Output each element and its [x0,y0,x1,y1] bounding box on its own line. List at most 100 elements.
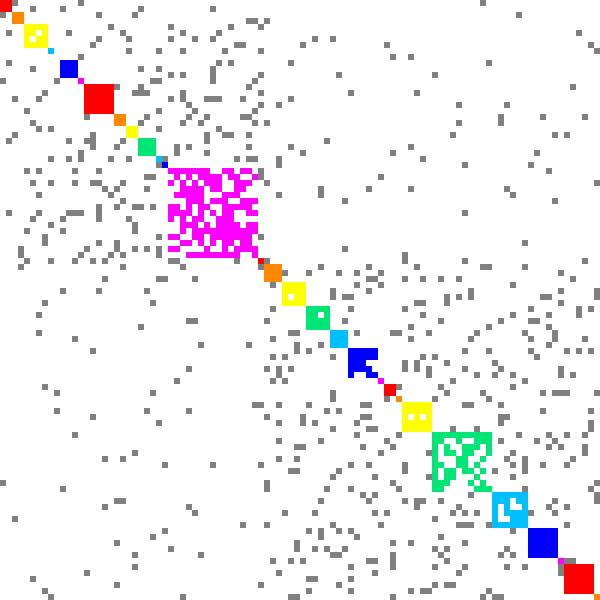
community-cell [180,180,186,186]
community-cell [522,504,528,510]
offdiagonal-cell [276,402,282,408]
offdiagonal-cell [180,90,186,96]
offdiagonal-cell [462,522,468,528]
offdiagonal-cell [468,336,474,342]
offdiagonal-cell [360,444,366,450]
offdiagonal-cell [168,546,174,552]
community-cell [384,390,390,396]
offdiagonal-cell [264,486,270,492]
offdiagonal-cell [414,498,420,504]
offdiagonal-cell [330,426,336,432]
offdiagonal-cell [132,552,138,558]
community-cell [180,186,186,192]
community-cell [534,552,540,558]
community-cell [108,90,114,96]
offdiagonal-cell [528,336,534,342]
offdiagonal-cell [390,480,396,486]
community-cell [198,174,204,180]
offdiagonal-cell [144,174,150,180]
community-cell [90,102,96,108]
community-cell [582,570,588,576]
community-cell [168,210,174,216]
offdiagonal-cell [420,156,426,162]
offdiagonal-cell [168,24,174,30]
offdiagonal-cell [486,396,492,402]
offdiagonal-cell [504,546,510,552]
community-cell [228,210,234,216]
offdiagonal-cell [108,192,114,198]
offdiagonal-cell [180,120,186,126]
offdiagonal-cell [486,348,492,354]
offdiagonal-cell [24,108,30,114]
offdiagonal-cell [354,420,360,426]
offdiagonal-cell [372,558,378,564]
community-cell [222,216,228,222]
community-cell [222,204,228,210]
offdiagonal-cell [306,528,312,534]
community-cell [144,138,150,144]
community-cell [420,408,426,414]
offdiagonal-cell [114,582,120,588]
offdiagonal-cell [258,168,264,174]
offdiagonal-cell [300,444,306,450]
offdiagonal-cell [168,96,174,102]
offdiagonal-cell [552,198,558,204]
community-cell [348,360,354,366]
community-cell [186,252,192,258]
offdiagonal-cell [60,216,66,222]
community-cell [522,498,528,504]
offdiagonal-cell [546,504,552,510]
offdiagonal-cell [384,438,390,444]
community-cell [90,96,96,102]
community-cell [582,582,588,588]
community-cell [240,168,246,174]
community-cell [318,306,324,312]
offdiagonal-cell [294,348,300,354]
community-cell [552,546,558,552]
community-cell [324,306,330,312]
community-cell [246,210,252,216]
community-cell [576,582,582,588]
community-block [396,396,402,402]
offdiagonal-cell [510,372,516,378]
community-cell [582,576,588,582]
offdiagonal-cell [30,66,36,72]
offdiagonal-cell [504,186,510,192]
community-cell [432,486,438,492]
community-cell [276,264,282,270]
community-cell [48,48,54,54]
offdiagonal-cell [390,564,396,570]
offdiagonal-cell [270,558,276,564]
community-cell [450,468,456,474]
offdiagonal-cell [30,180,36,186]
community-cell [534,540,540,546]
offdiagonal-cell [132,204,138,210]
offdiagonal-cell [378,174,384,180]
community-cell [582,588,588,594]
offdiagonal-cell [36,168,42,174]
community-cell [456,432,462,438]
community-cell [570,564,576,570]
community-cell [444,450,450,456]
community-block [564,564,594,594]
offdiagonal-cell [498,552,504,558]
community-cell [186,222,192,228]
community-cell [354,366,360,372]
community-cell [360,360,366,366]
community-cell [468,444,474,450]
community-cell [510,516,516,522]
offdiagonal-cell [234,258,240,264]
offdiagonal-cell [486,264,492,270]
offdiagonal-cell [456,276,462,282]
community-cell [546,552,552,558]
community-cell [0,6,6,12]
community-cell [366,366,372,372]
offdiagonal-cell [480,390,486,396]
community-cell [300,300,306,306]
community-cell [210,186,216,192]
offdiagonal-cell [552,132,558,138]
offdiagonal-cell [180,72,186,78]
community-cell [462,456,468,462]
community-cell [90,84,96,90]
